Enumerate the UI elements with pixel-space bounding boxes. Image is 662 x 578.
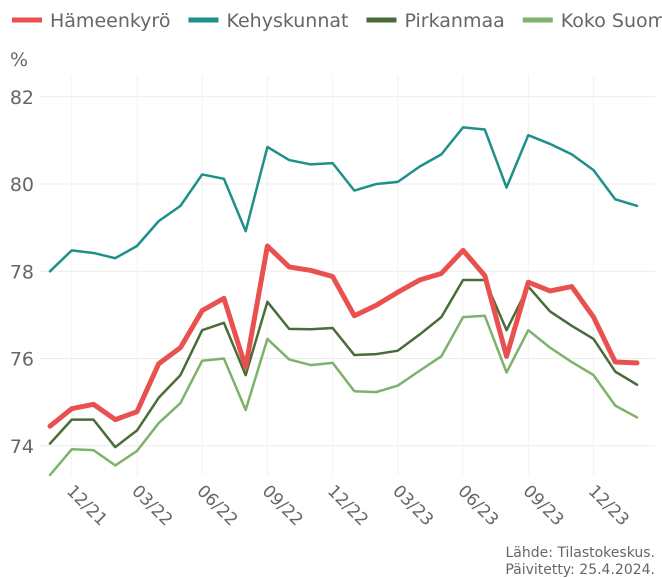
x-tick-label: 12/21 <box>62 481 111 530</box>
x-tick-label: 03/23 <box>388 481 437 530</box>
source: Lähde: Tilastokeskus. <box>505 545 655 561</box>
legend-label: Hämeenkyrö <box>50 10 170 32</box>
x-tick-label: 12/22 <box>323 481 372 530</box>
x-tick-label: 03/22 <box>127 481 176 530</box>
line <box>48 314 639 477</box>
x-tick-label: 09/23 <box>519 481 568 530</box>
legend-label: Pirkanmaa <box>404 10 504 32</box>
legend-label: Koko Suomi <box>561 10 662 32</box>
line <box>48 126 639 273</box>
x-tick-label: 09/22 <box>258 481 307 530</box>
x-tick-label: 06/23 <box>454 481 503 530</box>
updated: Päivitetty: 25.4.2024. <box>505 562 655 578</box>
x-tick-label: 06/22 <box>193 481 242 530</box>
y-tick-label: 74 <box>10 436 34 458</box>
line <box>48 278 639 449</box>
x-tick-label: 12/23 <box>584 481 633 530</box>
y-tick-label: 78 <box>10 261 34 283</box>
y-tick-label: 76 <box>10 349 34 371</box>
y-axis-label: % <box>10 49 28 71</box>
legend-label: Kehyskunnat <box>226 10 348 32</box>
y-tick-label: 80 <box>10 174 34 196</box>
line <box>47 243 640 429</box>
y-tick-label: 82 <box>10 87 34 109</box>
